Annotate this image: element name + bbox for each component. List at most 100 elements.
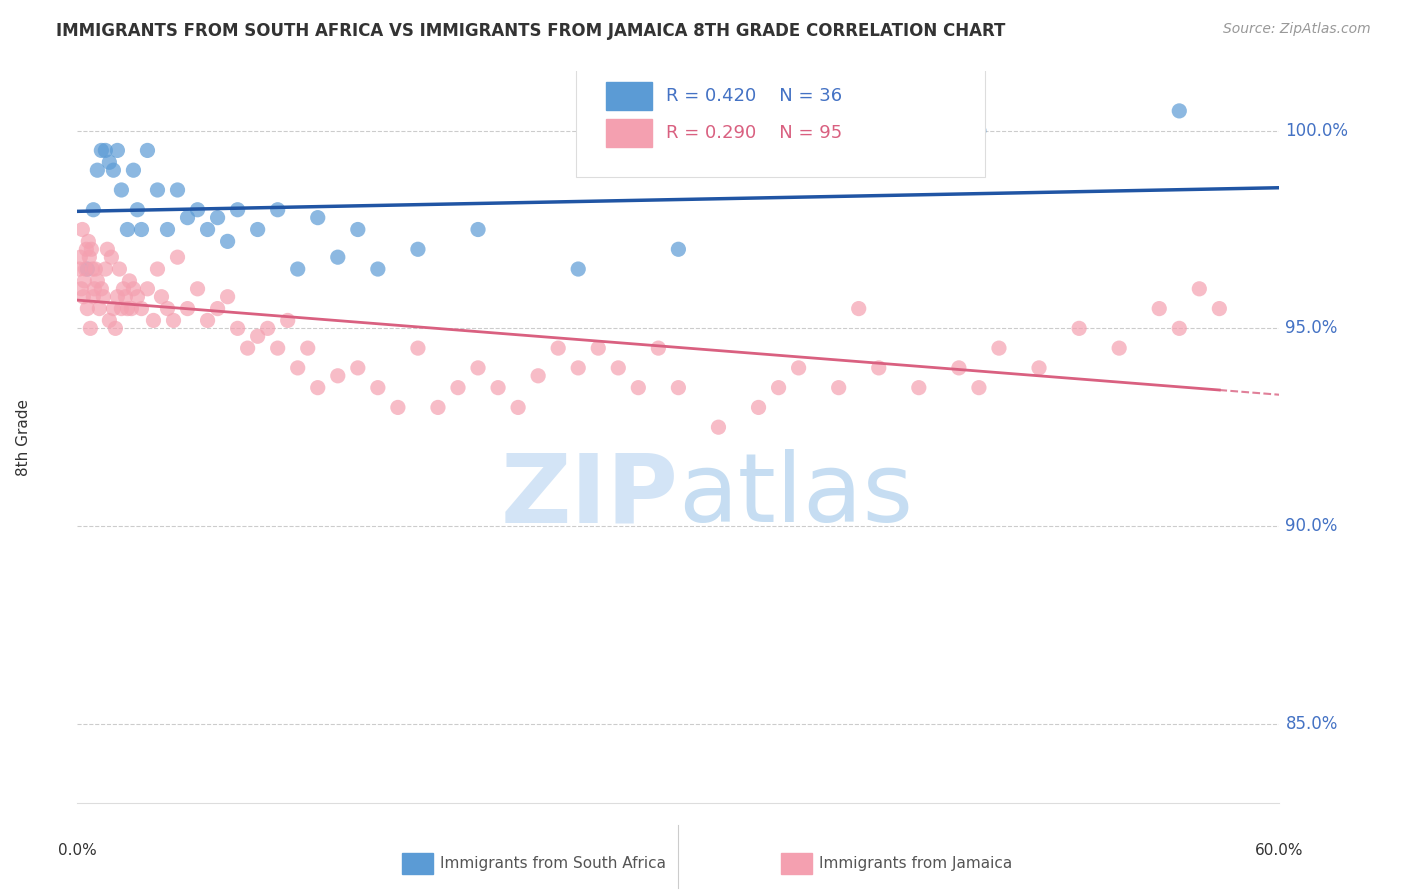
Point xyxy=(110,183,132,197)
Point xyxy=(82,202,104,217)
FancyBboxPatch shape xyxy=(576,64,986,178)
Point xyxy=(96,242,118,256)
Point xyxy=(166,250,188,264)
Text: 0.0%: 0.0% xyxy=(58,843,97,858)
Point xyxy=(627,381,650,395)
Point xyxy=(567,262,589,277)
Point xyxy=(967,381,990,395)
Point xyxy=(647,341,669,355)
Point xyxy=(72,290,94,304)
Point xyxy=(108,262,131,277)
Point xyxy=(82,290,104,304)
Point xyxy=(94,144,117,158)
Point xyxy=(69,250,91,264)
Point xyxy=(547,341,569,355)
Point xyxy=(748,401,770,415)
Point xyxy=(75,262,97,277)
Point xyxy=(246,329,269,343)
Point xyxy=(117,301,139,316)
Point xyxy=(114,290,136,304)
Point xyxy=(122,282,145,296)
Point xyxy=(86,163,108,178)
Point xyxy=(367,381,389,395)
Point xyxy=(89,301,111,316)
Point xyxy=(136,282,159,296)
Point xyxy=(127,202,149,217)
Point xyxy=(246,222,269,236)
Point xyxy=(326,250,349,264)
Point xyxy=(406,242,429,256)
Point xyxy=(467,222,489,236)
Text: R = 0.290    N = 95: R = 0.290 N = 95 xyxy=(666,124,842,142)
Text: 90.0%: 90.0% xyxy=(1285,517,1339,535)
Bar xyxy=(606,82,652,110)
Text: Source: ZipAtlas.com: Source: ZipAtlas.com xyxy=(1223,22,1371,37)
Point xyxy=(131,222,153,236)
Point xyxy=(287,360,309,375)
Point xyxy=(103,163,125,178)
Point xyxy=(668,242,690,256)
Point xyxy=(67,262,90,277)
Point xyxy=(75,242,97,256)
Bar xyxy=(606,119,652,146)
Text: Immigrants from Jamaica: Immigrants from Jamaica xyxy=(818,856,1012,871)
Text: 60.0%: 60.0% xyxy=(1256,843,1303,858)
Point xyxy=(297,341,319,355)
Point xyxy=(117,222,139,236)
Point xyxy=(307,211,329,225)
Text: ZIP: ZIP xyxy=(501,449,679,542)
Point xyxy=(768,381,790,395)
Point xyxy=(1069,321,1091,335)
Point xyxy=(186,282,209,296)
Point xyxy=(908,381,931,395)
Point xyxy=(197,313,219,327)
Point xyxy=(186,202,209,217)
Point xyxy=(868,360,890,375)
Point xyxy=(267,341,290,355)
Point xyxy=(77,235,100,249)
Point xyxy=(107,144,129,158)
Point xyxy=(104,321,127,335)
Point xyxy=(82,262,104,277)
Point xyxy=(131,301,153,316)
Point xyxy=(146,183,169,197)
Point xyxy=(1149,301,1171,316)
Point xyxy=(226,202,249,217)
Text: 85.0%: 85.0% xyxy=(1285,714,1339,732)
Point xyxy=(256,321,278,335)
Point xyxy=(98,155,121,169)
Point xyxy=(166,183,188,197)
Point xyxy=(1208,301,1230,316)
Point xyxy=(150,290,173,304)
Point xyxy=(508,401,530,415)
Point xyxy=(527,368,550,383)
Point xyxy=(848,301,870,316)
Text: 95.0%: 95.0% xyxy=(1285,319,1339,337)
Point xyxy=(73,274,96,288)
Text: IMMIGRANTS FROM SOUTH AFRICA VS IMMIGRANTS FROM JAMAICA 8TH GRADE CORRELATION CH: IMMIGRANTS FROM SOUTH AFRICA VS IMMIGRAN… xyxy=(56,22,1005,40)
Point xyxy=(988,341,1011,355)
Point xyxy=(567,360,589,375)
Point xyxy=(447,381,470,395)
Point xyxy=(112,282,135,296)
Point xyxy=(367,262,389,277)
Point xyxy=(217,235,239,249)
Point xyxy=(176,211,198,225)
Point xyxy=(156,222,179,236)
Point xyxy=(1168,321,1191,335)
Point xyxy=(120,301,142,316)
Point xyxy=(156,301,179,316)
Point xyxy=(98,313,121,327)
Point xyxy=(83,282,105,296)
Point xyxy=(1188,282,1211,296)
Point xyxy=(346,360,368,375)
Point xyxy=(787,360,810,375)
Point xyxy=(86,274,108,288)
Point xyxy=(267,202,290,217)
Point xyxy=(142,313,165,327)
Point xyxy=(307,381,329,395)
Point xyxy=(287,262,309,277)
Point xyxy=(1108,341,1130,355)
Point xyxy=(70,282,93,296)
Point xyxy=(948,360,970,375)
